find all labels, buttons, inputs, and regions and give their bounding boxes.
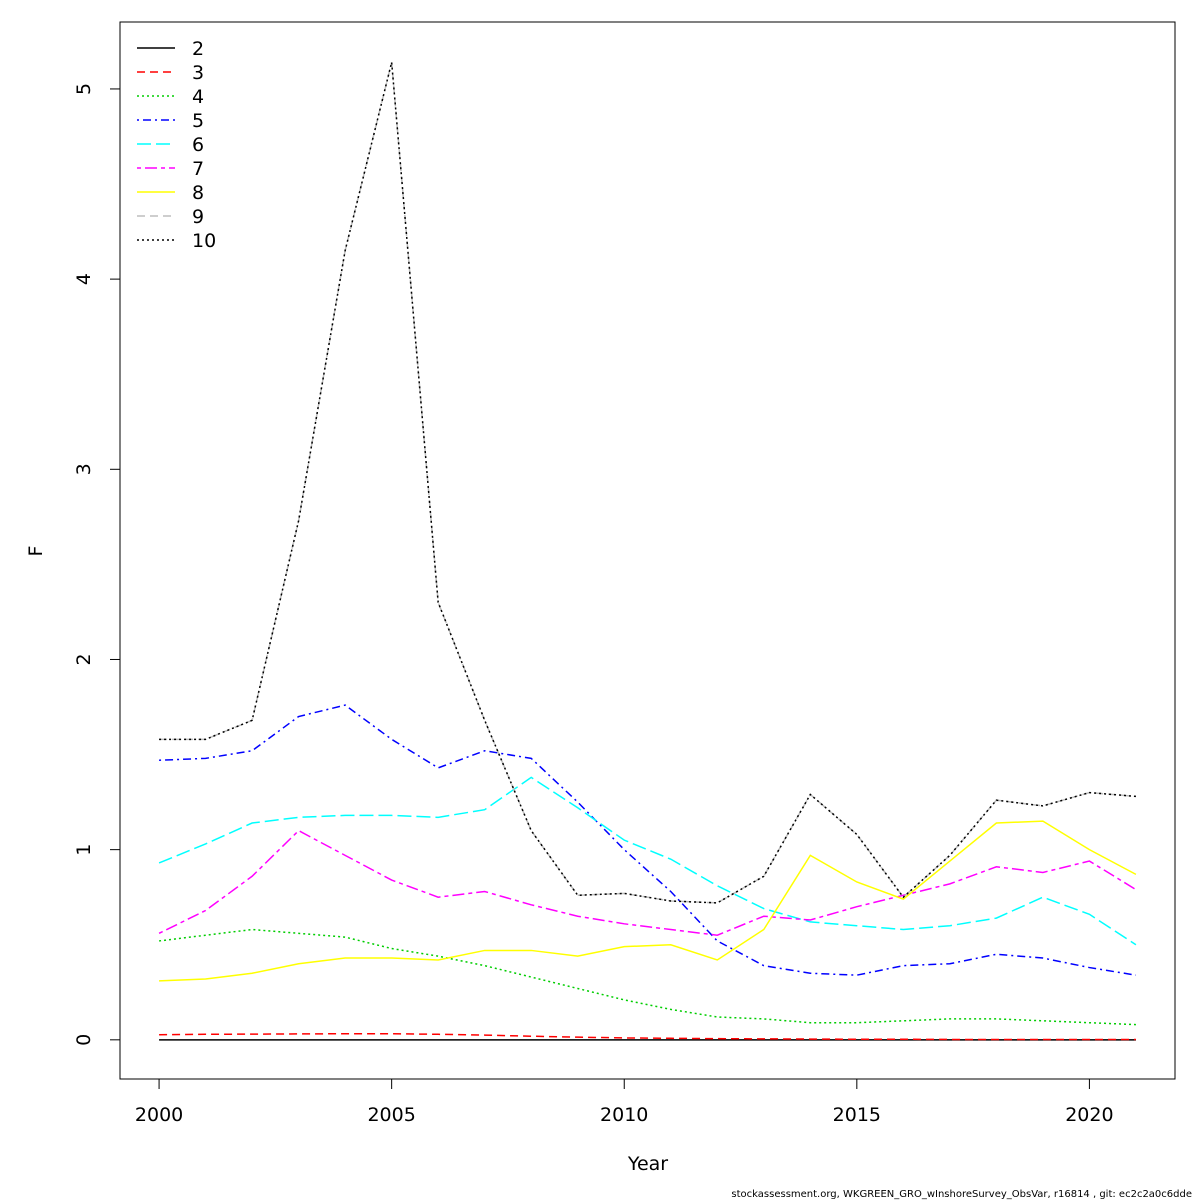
y-tick-label: 5 [73,83,95,95]
series-line [159,1032,1136,1041]
series-line [158,776,1137,946]
y-tick-label: 4 [73,273,95,285]
x-tick-label: 2020 [1065,1104,1113,1126]
legend-label: 2 [192,38,204,60]
legend-label: 3 [192,62,204,84]
series-line [158,829,1137,936]
series-line [159,62,1136,904]
legend-label: 4 [192,86,204,108]
legend-label: 9 [192,206,204,228]
series-line [159,820,1137,982]
x-tick-label: 2010 [600,1104,648,1126]
y-tick-label: 1 [73,844,95,856]
legend-label: 7 [192,158,204,180]
x-tick-label: 2015 [833,1104,881,1126]
series-line [159,62,1136,904]
x-tick-label: 2005 [367,1104,415,1126]
x-tick-label: 2000 [135,1104,183,1126]
x-axis-label: Year [627,1153,668,1175]
series-line [159,704,1137,976]
series-line [158,928,1136,1026]
legend-label: 8 [192,182,204,204]
legend-label: 5 [192,110,204,132]
y-tick-label: 3 [73,463,95,475]
legend-label: 10 [192,230,216,252]
footer: stockassessment.org, WKGREEN_GRO_wInshor… [731,1189,1192,1200]
legend-label: 6 [192,134,204,156]
y-tick-label: 2 [73,653,95,665]
y-tick-label: 0 [73,1034,95,1046]
plot-frame [119,21,1176,1080]
y-axis-label: F [25,546,47,557]
